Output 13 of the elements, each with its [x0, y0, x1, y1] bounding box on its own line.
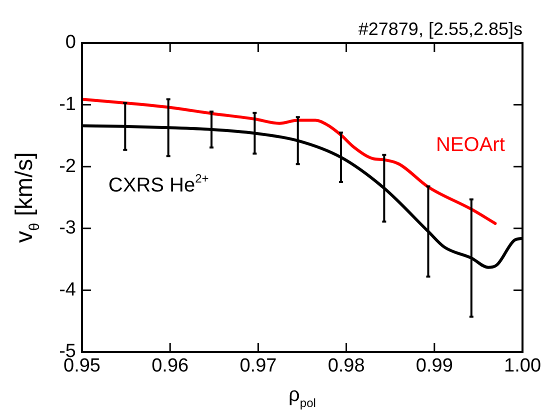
x-tick-label: 0.97 [240, 356, 277, 377]
y-tick-label: -2 [59, 156, 76, 177]
chart-title: #27879, [2.55,2.85]s [358, 19, 523, 39]
y-tick-label: 0 [65, 32, 76, 54]
x-tick-label: 0.98 [328, 356, 365, 377]
x-tick-label: 0.96 [152, 356, 189, 377]
series-label: NEOArt [436, 134, 506, 156]
y-axis-title: vθ [km/s] [11, 152, 44, 243]
x-tick-label: 1.00 [504, 356, 541, 377]
y-tick-label: -3 [59, 218, 76, 239]
y-tick-label: -4 [59, 279, 76, 300]
y-tick-label: -1 [59, 94, 76, 116]
x-tick-label: 0.99 [416, 356, 453, 377]
